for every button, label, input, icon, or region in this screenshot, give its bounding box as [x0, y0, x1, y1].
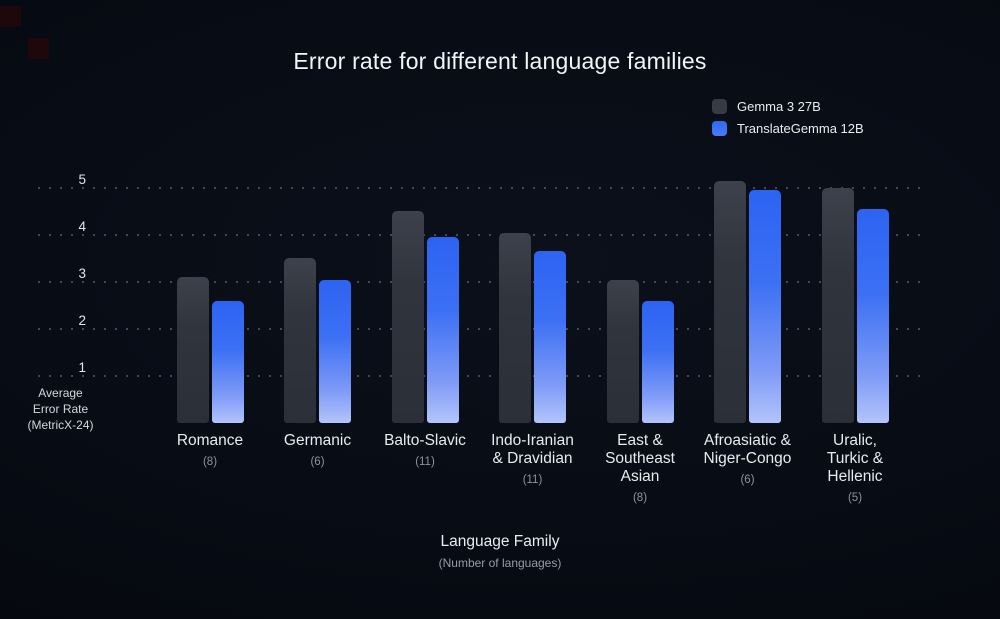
category-name-4: East & Southeast Asian — [605, 432, 675, 485]
category-label-3: Indo-Iranian & Dravidian (11) — [487, 432, 579, 489]
category-count-6: (5) — [847, 492, 863, 504]
legend-item-translategemma-12b: TranslateGemma 12B — [712, 121, 864, 136]
bar-translategemma-0 — [211, 301, 244, 423]
category-label-5: Afroasiatic & Niger-Congo (6) — [696, 432, 800, 489]
gridline-4 — [38, 234, 925, 236]
legend-swatch-gemma-3-27b — [712, 99, 727, 114]
x-axis-label-sub: (Number of languages) — [438, 556, 562, 570]
bar-gemma3-5 — [714, 181, 746, 423]
category-name-2: Balto-Slavic — [384, 432, 466, 449]
chart-title: Error rate for different language famili… — [293, 48, 707, 74]
legend-label-translategemma-12b: TranslateGemma 12B — [737, 121, 864, 136]
gridline-1 — [38, 375, 925, 377]
category-count-2: (11) — [415, 456, 435, 468]
category-name-6: Uralic, Turkic & Hellenic — [826, 432, 884, 485]
bar-translategemma-1 — [319, 280, 351, 423]
category-label-4: East & Southeast Asian (8) — [597, 432, 683, 507]
category-count-5: (6) — [740, 474, 755, 486]
x-axis-label-main: Language Family — [440, 533, 560, 550]
x-axis-label: Language Family (Number of languages) — [0, 533, 1000, 570]
legend: Gemma 3 27B TranslateGemma 12B — [712, 99, 864, 143]
y-tick-label-5: 5 — [78, 172, 86, 187]
gridline-2 — [38, 328, 925, 330]
legend-label-gemma-3-27b: Gemma 3 27B — [737, 99, 821, 114]
y-axis-label-line3: (MetricX-24) — [27, 418, 94, 432]
decor-square-2 — [28, 38, 49, 59]
bar-translategemma-5 — [749, 190, 781, 423]
bar-translategemma-4 — [641, 301, 674, 423]
category-label-2: Balto-Slavic (11) — [373, 432, 477, 471]
bar-gemma3-6 — [821, 188, 854, 423]
bar-translategemma-2 — [426, 237, 459, 423]
bar-translategemma-6 — [856, 209, 889, 423]
legend-item-gemma-3-27b: Gemma 3 27B — [712, 99, 864, 114]
bar-gemma3-0 — [176, 277, 209, 423]
y-tick-label-2: 2 — [78, 313, 86, 328]
bar-gemma3-1 — [284, 258, 316, 423]
category-count-3: (11) — [522, 474, 543, 486]
y-tick-label-1: 1 — [78, 360, 86, 375]
decor-square-1 — [0, 6, 21, 27]
y-tick-label-4: 4 — [78, 219, 86, 234]
category-label-1: Germanic (6) — [266, 432, 370, 471]
category-count-1: (6) — [310, 456, 325, 468]
category-count-0: (8) — [202, 456, 218, 468]
bar-gemma3-4 — [606, 280, 639, 423]
y-axis-label-line2: Error Rate — [32, 402, 89, 416]
category-count-4: (8) — [632, 492, 648, 504]
bar-gemma3-2 — [391, 211, 424, 423]
y-axis-label: Average Error Rate (MetricX-24) — [8, 385, 113, 433]
bar-gemma3-3 — [499, 233, 531, 423]
y-tick-label-3: 3 — [78, 266, 86, 281]
category-name-0: Romance — [176, 432, 244, 449]
gridline-3 — [38, 281, 925, 283]
category-label-0: Romance (8) — [158, 432, 262, 471]
category-name-5: Afroasiatic & Niger-Congo — [703, 432, 792, 467]
category-label-6: Uralic, Turkic & Hellenic (5) — [820, 432, 890, 507]
y-axis-label-line1: Average — [38, 386, 83, 400]
legend-swatch-translategemma-12b — [712, 121, 727, 136]
bar-translategemma-3 — [534, 251, 566, 423]
category-name-3: Indo-Iranian & Dravidian — [491, 432, 574, 467]
category-name-1: Germanic — [283, 432, 352, 449]
gridline-5 — [38, 187, 925, 189]
